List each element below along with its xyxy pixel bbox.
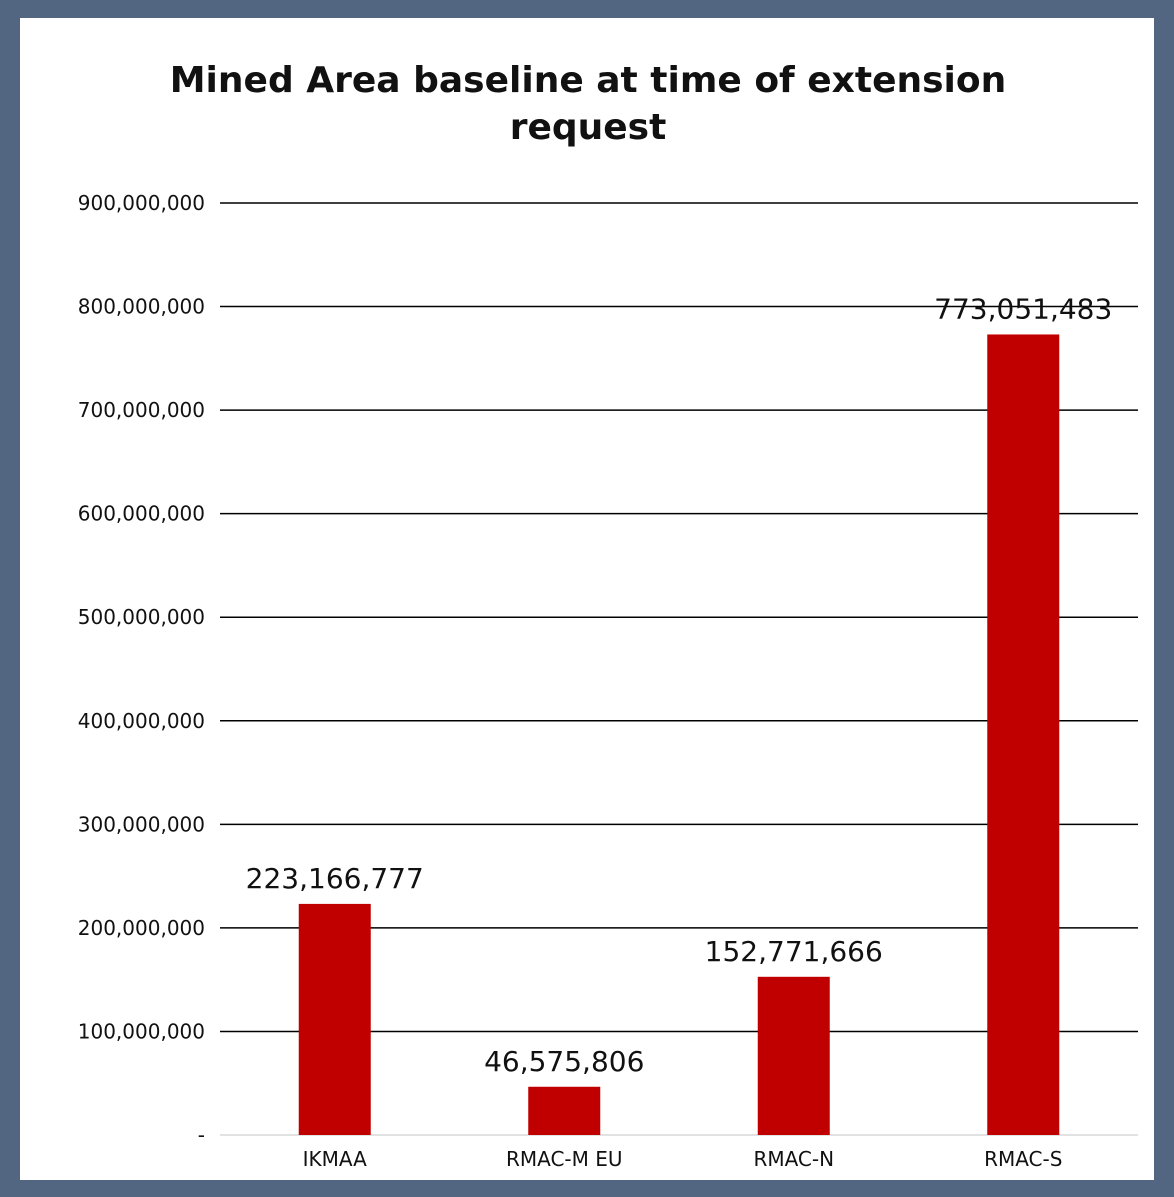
bar-chart: Mined Area baseline at time of extension… [78, 60, 1138, 1171]
x-category-label: RMAC-S [984, 1147, 1062, 1171]
y-tick-label: 600,000,000 [78, 502, 205, 526]
bar [987, 334, 1060, 1135]
y-tick-label: 500,000,000 [78, 605, 205, 629]
y-tick-label: 300,000,000 [78, 812, 205, 836]
x-category-label: RMAC-M EU [506, 1147, 623, 1171]
y-tick-label: 800,000,000 [78, 295, 205, 319]
x-category-label: IKMAA [303, 1147, 368, 1171]
data-label: 152,771,666 [705, 935, 883, 968]
chart-title-line-1: Mined Area baseline at time of extension [170, 60, 1007, 101]
data-label: 223,166,777 [246, 862, 424, 895]
chart-panel: Mined Area baseline at time of extension… [20, 18, 1154, 1180]
bar [298, 903, 371, 1135]
x-category-label: RMAC-N [753, 1147, 834, 1171]
data-label: 773,051,483 [934, 292, 1112, 325]
y-tick-label: 900,000,000 [78, 191, 205, 215]
data-label: 46,575,806 [484, 1045, 644, 1078]
y-tick-label: - [198, 1123, 205, 1147]
bar [528, 1086, 601, 1135]
bar [757, 976, 830, 1135]
y-tick-label: 400,000,000 [78, 709, 205, 733]
y-tick-label: 700,000,000 [78, 398, 205, 422]
y-tick-label: 200,000,000 [78, 916, 205, 940]
y-tick-label: 100,000,000 [78, 1019, 205, 1043]
chart-title-line-2: request [510, 107, 667, 148]
